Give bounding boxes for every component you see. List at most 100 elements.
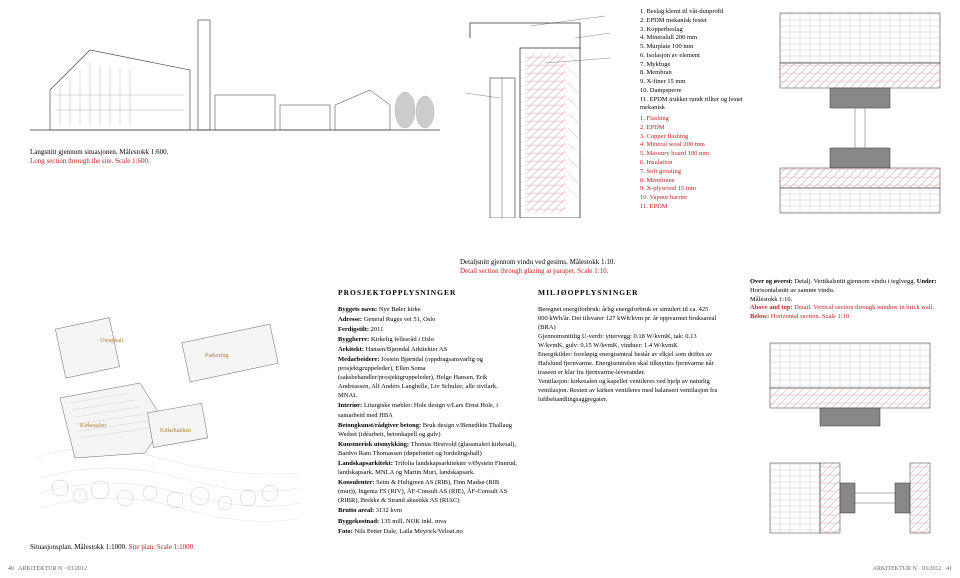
project-row: Brutto areal: 3132 kvm [338, 506, 518, 515]
legend-item: 8. Membran [640, 69, 750, 78]
project-row-label: Byggets navn: [338, 306, 379, 313]
project-row-label: Arkitekt: [338, 346, 366, 353]
project-row: Arkitekt: Hansen/Bjørndal Arkitekter AS [338, 345, 518, 354]
project-row: Byggherre: Kirkelig fellesråd i Oslo [338, 335, 518, 344]
env-heading: MILJØOPPLYSNINGER [538, 288, 718, 299]
project-row-value: 2011 [371, 326, 384, 333]
elevation-caption-en: Long section through the site. Scale 1:6… [30, 157, 168, 166]
legend-item: 2. EPDM [640, 124, 750, 133]
mid-detail-caption: Detaljsnitt gjennom vindu ved gesims. Må… [460, 258, 615, 276]
siteplan-caption: Situasjonsplan. Målestokk 1:1000. Site p… [30, 543, 195, 552]
project-row: Interiør: Liturgiske møbler: Hole design… [338, 401, 518, 419]
detail-window-horizontal [750, 338, 950, 558]
elevation-caption: Langsnitt gjennom situasjonen. Målestokk… [30, 148, 168, 166]
legend-item: 11. EPDM [640, 203, 750, 212]
elevation-drawing [30, 10, 440, 150]
caption-txt: Horizontal section. [771, 313, 820, 320]
caption-scale-en: Scale 1:10. [822, 313, 851, 320]
legend-item: 6. Insulation [640, 159, 750, 168]
mid-caption-no: Detaljsnitt gjennom vindu ved gesims. Må… [460, 258, 615, 266]
right-detail-caption: Over og øverst: Detalj. Vertikalsnitt gj… [750, 278, 950, 322]
project-row-label: Byggherre: [338, 336, 371, 343]
environment-info-block: MILJØOPPLYSNINGER Beregnet energiforbruk… [538, 288, 718, 405]
legend-english: 1. Flashing 2. EPDM 3. Copper flashing 4… [640, 115, 750, 211]
env-row: Beregnet energiforbruk: årlig energiforb… [538, 305, 718, 332]
siteplan-label: Parkering [205, 353, 228, 361]
env-row: Energikilder: foreløpig energisentral be… [538, 350, 718, 377]
legend-item: 6. Isolasjon av element [640, 52, 750, 61]
project-row-label: Landskapsarkitekt: [338, 460, 395, 467]
project-row-value: Kirkelig fellesråd i Oslo [371, 336, 434, 343]
env-row-label: Gjennomsnittlig U-verdi: [538, 333, 606, 340]
legend-item: 9. X-finer 15 mm [640, 78, 750, 87]
caption-lbl: Above and top: [750, 304, 793, 311]
publication: ARKITEKTUR N · 03/2012 [18, 566, 87, 572]
project-row: Foto: Nils Petter Dale, Laila Meyrick/Ve… [338, 527, 518, 536]
legend-item: 7. Mykfuge [640, 61, 750, 70]
caption-lbl: Below: [750, 313, 769, 320]
mid-caption-en: Detail section through glazing at parape… [460, 267, 608, 275]
project-row: Betongkunst/rådgiver betong: Bruk design… [338, 421, 518, 439]
project-row: Kunstnerisk utsmykking: Thomas Hestvold … [338, 440, 518, 458]
publication: ARKITEKTUR N · 03/2012 [873, 566, 942, 572]
project-row-label: Betongkunst/rådgiver betong: [338, 422, 423, 429]
detail-window-vertical [770, 8, 950, 218]
project-heading: PROSJEKTOPPLYSNINGER [338, 288, 518, 299]
siteplan-label: Kirkebakken [160, 428, 191, 436]
project-row: Ferdigstilt: 2011 [338, 325, 518, 334]
project-row-label: Foto: [338, 528, 354, 535]
project-row-value: General Ruges vei 51, Oslo [364, 316, 436, 323]
project-row: Byggets navn: Nye Bøler kirke [338, 305, 518, 314]
caption-txt: Detail. Vertical section through window … [794, 304, 934, 311]
env-row: Ventilasjon: kirkesalen og kapellet vent… [538, 377, 718, 404]
project-row-value: 3132 kvm [376, 507, 402, 514]
elevation-caption-no: Langsnitt gjennom situasjonen. Målestokk… [30, 148, 168, 157]
legend-item: 4. Mineral wool 200 mm [640, 141, 750, 150]
project-row: Medarbeidere: Jostein Bjørndal (oppdrags… [338, 355, 518, 400]
legend-item: 7. Soft grouting [640, 168, 750, 177]
top-section: Kirkesalen Kirketorget Konfirmantsalen H… [0, 0, 960, 230]
caption-lbl: Under: [917, 278, 937, 285]
legend-item: 3. Copper flashing [640, 133, 750, 142]
project-row-label: Adresse: [338, 316, 364, 323]
project-row-value: 135 mill. NOK inkl. mva [381, 518, 446, 525]
legend-norwegian: 1. Beslag klemt til våt-duuprofil 2. EPD… [640, 8, 750, 113]
siteplan-label: Kirkesalen [80, 423, 106, 431]
legend-item: 11. EPDM trukket rundt rillter og festet… [640, 96, 750, 114]
legend-item: 3. Kopperbeslag [640, 26, 750, 35]
legend-item: 2. EPDM mekanisk festet [640, 17, 750, 26]
project-row-value: Nils Petter Dale, Laila Meyrick/Veloat.n… [354, 528, 462, 535]
siteplan-caption-en: Site plan. Scale 1:1000. [129, 543, 195, 551]
page-number: 40 [8, 566, 14, 572]
legend-item: 1. Beslag klemt til våt-duuprofil [640, 8, 750, 17]
project-row-label: Medarbeidere: [338, 356, 381, 363]
caption-txt: Horisontalsnitt av samme vindu. [750, 287, 835, 294]
legend-item: 4. Mineralull 200 mm [640, 34, 750, 43]
lower-section: Uteaphalt Parkering Kirkesalen Kirkebakk… [0, 278, 960, 568]
project-row: Konsulenter: Seim & Hultgreen AS (RIB), … [338, 478, 518, 505]
project-row-label: Ferdigstilt: [338, 326, 371, 333]
legend-item: 5. Masonry board 100 mm [640, 150, 750, 159]
footer-left: 40 ARKITEKTUR N · 03/2012 [8, 566, 87, 574]
caption-txt: Detalj. Vertikalsnitt gjennom vindu i te… [794, 278, 915, 285]
project-row: Byggekostnad: 135 mill. NOK inkl. mva [338, 517, 518, 526]
env-row: Gjennomsnittlig U-verdi: yttervegg: 0.18… [538, 332, 718, 350]
project-row-label: Konsulenter: [338, 479, 376, 486]
footer-right: ARKITEKTUR N · 03/2012 41 [873, 566, 952, 574]
legend-item: 10. Vapour barrier [640, 194, 750, 203]
project-row-label: Brutto areal: [338, 507, 376, 514]
project-row-value: Hansen/Bjørndal Arkitekter AS [366, 346, 448, 353]
project-row-label: Interiør: [338, 402, 364, 409]
page-number: 41 [946, 566, 952, 572]
legend-item: 9. X-plywood 15 mm [640, 185, 750, 194]
site-plan-drawing: Uteaphalt Parkering Kirkesalen Kirkebakk… [30, 278, 310, 538]
project-row-label: Kunstnerisk utsmykking: [338, 441, 411, 448]
siteplan-caption-no: Situasjonsplan. Målestokk 1:1000. [30, 543, 127, 551]
env-row-label: Ventilasjon: [538, 378, 571, 385]
caption-lbl: Over og øverst: [750, 278, 793, 285]
legend-item: 1. Flashing [640, 115, 750, 124]
project-row: Landskapsarkitekt: Trifolia landskapsark… [338, 459, 518, 477]
caption-scale-no: Målestokk 1:10. [750, 296, 792, 303]
detail-parapet-section [460, 8, 630, 218]
legend-item: 8. Membrane [640, 177, 750, 186]
